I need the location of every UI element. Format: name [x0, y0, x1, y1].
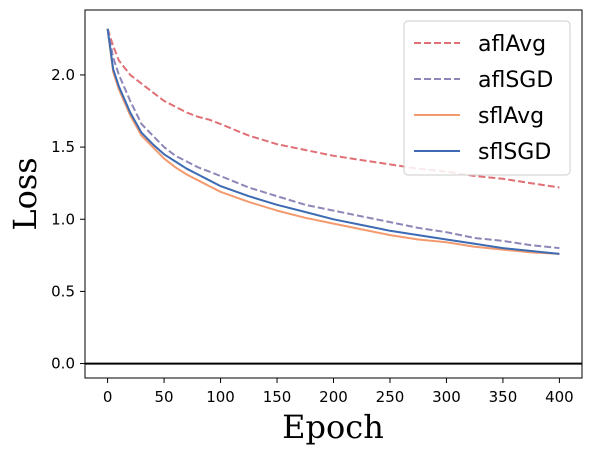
x-tick-label: 100	[206, 388, 235, 406]
series-line-aflSGD	[106, 28, 560, 250]
x-axis-title: Epoch	[282, 408, 384, 446]
y-tick-label: 2.0	[51, 66, 75, 84]
x-tick-label: 300	[432, 388, 461, 406]
y-tick-label: 1.0	[51, 210, 75, 228]
legend: aflAvg aflSGD sflAvg sflSGD	[403, 20, 571, 176]
legend-box	[403, 20, 571, 176]
series-line-sflAvg	[106, 28, 560, 255]
x-axis-ticks: 0 50 100 150 200 250 300 350 400	[103, 378, 574, 406]
y-axis-title: Loss	[6, 157, 44, 230]
legend-label-sflSGD: sflSGD	[478, 140, 551, 165]
y-tick-label: 0.0	[51, 355, 75, 373]
x-tick-label: 0	[103, 388, 113, 406]
y-tick-label: 0.5	[51, 282, 75, 300]
x-tick-label: 250	[376, 388, 405, 406]
x-tick-label: 400	[545, 388, 574, 406]
x-tick-label: 350	[489, 388, 518, 406]
y-tick-label: 1.5	[51, 138, 75, 156]
y-axis-ticks: 0.0 0.5 1.0 1.5 2.0	[51, 66, 85, 373]
legend-label-sflAvg: sflAvg	[478, 104, 544, 129]
x-tick-label: 150	[263, 388, 292, 406]
legend-label-aflSGD: aflSGD	[478, 68, 553, 93]
x-tick-label: 50	[155, 388, 174, 406]
x-tick-label: 200	[319, 388, 348, 406]
legend-label-aflAvg: aflAvg	[478, 32, 546, 57]
series-line-sflSGD	[106, 28, 560, 255]
